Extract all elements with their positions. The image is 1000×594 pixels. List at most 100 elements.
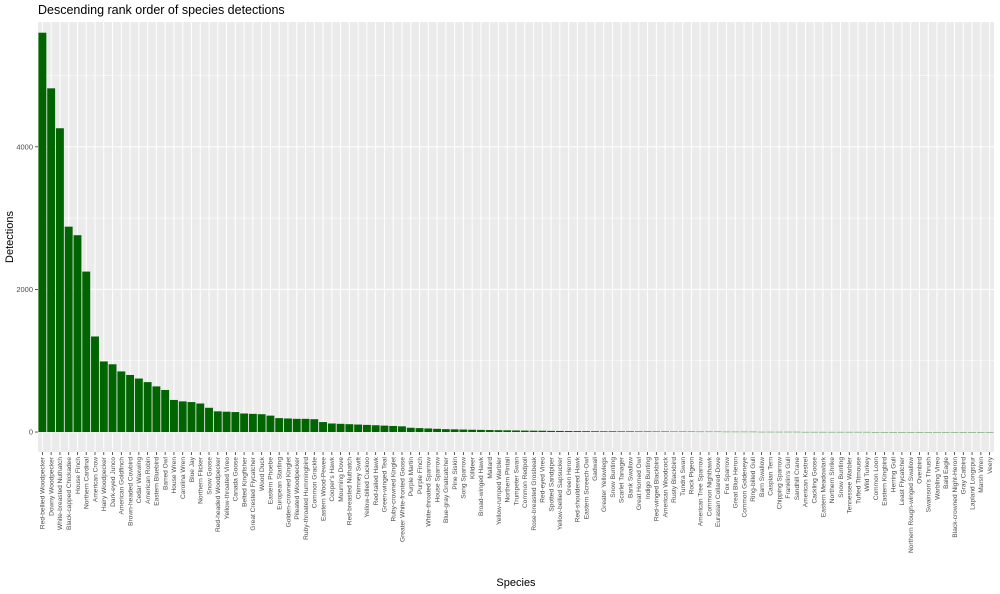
bar bbox=[441, 429, 450, 433]
x-tick-label: Sandhill Crane bbox=[794, 457, 801, 501]
x-tick-label: Red-eyed Vireo bbox=[540, 457, 547, 503]
bar bbox=[134, 378, 143, 433]
bar bbox=[178, 401, 187, 433]
y-tick-label: 2000 bbox=[16, 285, 33, 294]
x-tick-label: Purple Martin bbox=[408, 457, 415, 497]
bar bbox=[512, 430, 520, 433]
x-tick-label: Great Blue Heron bbox=[733, 457, 740, 509]
x-tick-label: European Starling bbox=[276, 457, 283, 510]
x-tick-label: Green-winged Teal bbox=[382, 456, 389, 512]
x-tick-label: Black-capped Chickadee bbox=[66, 457, 73, 530]
bar bbox=[231, 412, 240, 433]
bar bbox=[161, 389, 170, 433]
bar bbox=[538, 430, 547, 433]
bar bbox=[433, 428, 442, 433]
x-tick-label: Northern Pintail bbox=[505, 456, 512, 502]
x-tick-label: Wood Duck bbox=[259, 456, 266, 491]
x-tick-label: Northern Cardinal bbox=[84, 456, 91, 509]
x-tick-label: Barn Swallow bbox=[759, 457, 766, 497]
x-tick-label: Chipping Sparrow bbox=[776, 457, 783, 510]
x-tick-label: Mourning Dove bbox=[338, 457, 345, 502]
bar bbox=[468, 429, 477, 433]
x-tick-label: Warbling Vireo bbox=[934, 457, 941, 500]
y-axis: 0 2000 4000 bbox=[16, 142, 38, 437]
bar bbox=[319, 422, 327, 433]
bar bbox=[143, 382, 152, 433]
x-tick-label: Indigo Bunting bbox=[645, 457, 652, 499]
bar bbox=[608, 431, 617, 433]
bar bbox=[82, 271, 91, 433]
x-tick-label: Common Loon bbox=[873, 457, 880, 501]
bar bbox=[169, 399, 178, 433]
x-tick-label: American Crow bbox=[92, 457, 99, 502]
x-tick-label: Yellow-rumped Warbler bbox=[496, 456, 503, 525]
bar bbox=[354, 424, 363, 433]
x-tick-label: American Robin bbox=[145, 457, 152, 504]
x-tick-label: Tufted Titmouse bbox=[855, 457, 862, 504]
x-tick-label: White-throated Sparrow bbox=[426, 457, 433, 527]
bar bbox=[196, 403, 205, 433]
bar bbox=[415, 428, 424, 433]
x-tick-label: Barred Owl bbox=[162, 456, 169, 490]
bar bbox=[450, 429, 459, 433]
x-tick-label: Common Goldeneye bbox=[741, 457, 748, 518]
bar bbox=[91, 336, 99, 433]
x-tick-label: Great Horned Owl bbox=[636, 456, 643, 510]
bar bbox=[99, 361, 108, 433]
x-tick-label: Cackling Goose bbox=[812, 457, 819, 504]
x-tick-label: Eastern Meadowlark bbox=[820, 456, 827, 517]
x-tick-label: Red-winged Blackbird bbox=[654, 457, 661, 521]
bar bbox=[547, 430, 556, 433]
x-tick-label: Yellow-bellied Sapsucker bbox=[557, 456, 564, 530]
x-tick-label: Pileated Woodpecker bbox=[294, 456, 301, 519]
x-tick-label: Snow Bunting bbox=[838, 457, 845, 498]
bar bbox=[617, 431, 626, 433]
bar bbox=[485, 430, 494, 433]
bar bbox=[371, 425, 380, 433]
bar bbox=[301, 418, 310, 433]
bar bbox=[564, 431, 573, 433]
x-tick-label: Pine Siskin bbox=[452, 457, 459, 490]
x-tick-label: Bank Swallow bbox=[627, 457, 634, 498]
x-tick-label: Northern Shrike bbox=[829, 457, 836, 504]
x-tick-label: Eastern Wood-Pewee bbox=[320, 457, 327, 521]
x-tick-label: Green Heron bbox=[566, 457, 573, 495]
bar bbox=[73, 235, 82, 433]
bar bbox=[634, 431, 643, 433]
bar bbox=[292, 418, 301, 433]
bar bbox=[380, 425, 389, 433]
x-tick-label: Common Grackle bbox=[312, 457, 319, 509]
x-tick-label: Rusty Blackbird bbox=[671, 457, 678, 503]
bar bbox=[108, 364, 117, 433]
x-tick-label: American Goldfinch bbox=[119, 457, 126, 515]
x-tick-label: Yellow-billed Cuckoo bbox=[364, 457, 371, 518]
x-tick-label: Cooper's Hawk bbox=[329, 456, 336, 501]
bar bbox=[599, 431, 608, 433]
bar bbox=[240, 413, 249, 433]
x-tick-label: Tennessee Warbler bbox=[847, 456, 854, 513]
x-tick-label: Fox Sparrow bbox=[724, 457, 731, 495]
x-axis: Red-bellied Woodpecker Downy Woodpecker Wh… bbox=[40, 452, 994, 553]
x-tick-label: Brown-headed Cowbird bbox=[127, 457, 134, 526]
bar bbox=[503, 430, 512, 433]
x-tick-label: White-breasted Nuthatch bbox=[57, 457, 64, 530]
bar bbox=[222, 411, 231, 433]
x-tick-label: Lapland Longspur bbox=[969, 456, 976, 510]
x-tick-label: Veery bbox=[987, 456, 994, 474]
x-tick-label: Caspian Tern bbox=[768, 457, 775, 496]
x-tick-label: Blue Jay bbox=[189, 456, 196, 482]
x-tick-label: Mallard bbox=[487, 457, 494, 479]
bar bbox=[520, 430, 529, 433]
x-tick-label: Wild Turkey bbox=[864, 456, 871, 491]
x-tick-label: Eastern Kingbird bbox=[882, 457, 889, 506]
x-tick-label: Franklin's Gull bbox=[785, 456, 792, 498]
bar bbox=[389, 425, 398, 433]
bar bbox=[406, 427, 415, 433]
x-tick-label: Rock Pigeon bbox=[689, 457, 696, 495]
bar bbox=[327, 423, 336, 433]
y-tick-label: 4000 bbox=[16, 142, 33, 151]
y-axis-title: Detections bbox=[4, 211, 16, 263]
x-tick-label: Blue-gray Gnatcatcher bbox=[443, 456, 450, 523]
x-tick-label: Red-headed Woodpecker bbox=[215, 456, 222, 532]
